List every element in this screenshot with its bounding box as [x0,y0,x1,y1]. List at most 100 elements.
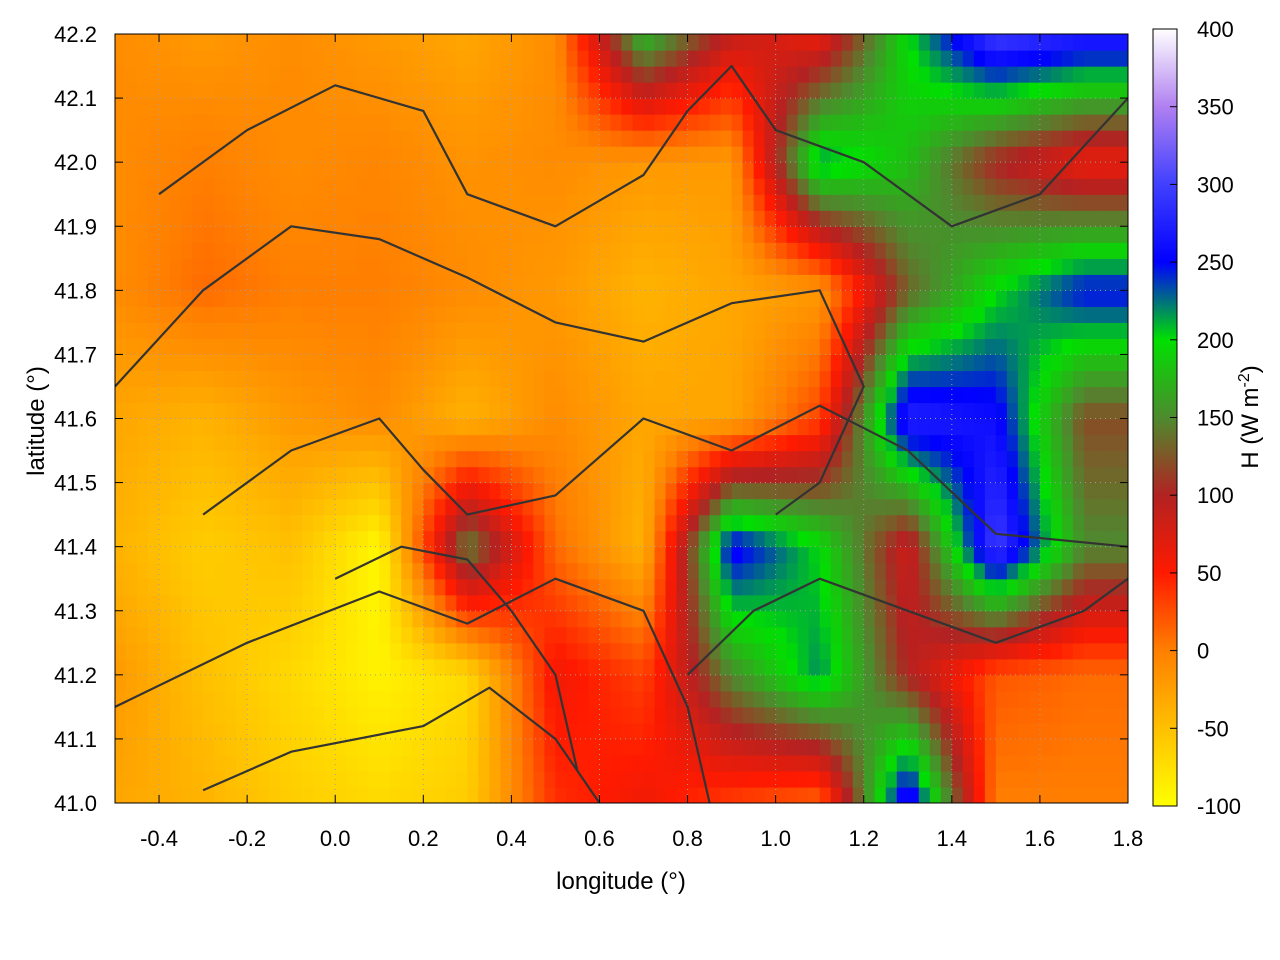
heatmap-cell [1105,626,1118,644]
heatmap-cell [291,82,303,99]
heatmap-cell [533,66,546,83]
heatmap-cell [258,466,270,484]
heatmap-cell [1039,210,1052,227]
heatmap-cell [555,434,568,452]
heatmap-cell [874,578,887,596]
heatmap-cell [478,354,490,372]
heatmap-cell [489,194,501,211]
heatmap-cell [940,418,953,436]
heatmap-cell [478,674,490,692]
heatmap-cell [885,50,898,67]
heatmap-cell [379,242,391,259]
heatmap-cell [852,514,865,532]
heatmap-cell [412,594,424,612]
heatmap-cell [445,482,457,500]
heatmap-cell [1072,242,1085,259]
heatmap-cell [676,466,689,484]
heatmap-cell [665,130,678,147]
heatmap-cell [401,578,413,596]
heatmap-cell [841,754,854,772]
heatmap-cell [423,162,435,179]
heatmap-cell [566,242,579,259]
heatmap-cell [753,418,766,436]
heatmap-cell [929,114,942,131]
heatmap-cell [1039,98,1052,115]
heatmap-cell [676,82,689,99]
heatmap-cell [434,146,446,163]
heatmap-cell [159,242,171,259]
heatmap-cell [874,530,887,548]
heatmap-cell [412,50,424,67]
heatmap-cell [753,610,766,628]
heatmap-cell [1050,450,1063,468]
heatmap-cell [522,658,535,676]
heatmap-cell [203,370,215,388]
heatmap-cell [291,434,303,452]
heatmap-cell [1105,546,1118,564]
heatmap-cell [687,354,700,372]
heatmap-cell [1028,690,1041,708]
heatmap-cell [797,514,810,532]
heatmap-cell [489,386,501,404]
heatmap-cell [995,242,1008,259]
heatmap-cell [434,594,446,612]
heatmap-cell [984,178,997,195]
heatmap-cell [467,210,479,227]
heatmap-cell [1039,242,1052,259]
heatmap-cell [357,642,369,660]
heatmap-cell [962,530,975,548]
heatmap-cell [225,610,237,628]
heatmap-cell [412,274,424,291]
heatmap-cell [511,658,523,676]
heatmap-cell [115,322,127,339]
heatmap-cell [148,130,160,147]
heatmap-cell [720,402,733,420]
heatmap-cell [357,674,369,692]
heatmap-cell [698,146,711,163]
heatmap-cell [412,114,424,131]
heatmap-cell [214,194,226,211]
heatmap-cell [555,98,568,115]
heatmap-cell [808,578,821,596]
heatmap-cell [181,402,193,420]
heatmap-cell [500,130,512,147]
heatmap-cell [698,258,711,275]
heatmap-cell [720,370,733,388]
heatmap-cell [478,418,490,436]
heatmap-cell [280,578,292,596]
heatmap-cell [797,738,810,756]
heatmap-cell [687,466,700,484]
heatmap-cell [181,162,193,179]
heatmap-cell [731,466,744,484]
heatmap-cell [456,626,468,644]
heatmap-cell [280,482,292,500]
heatmap-cell [1028,514,1041,532]
heatmap-cell [148,610,160,628]
heatmap-cell [148,178,160,195]
heatmap-cell [313,690,325,708]
heatmap-cell [588,498,601,516]
heatmap-cell [1083,514,1096,532]
heatmap-cell [632,386,645,404]
heatmap-cell [720,546,733,564]
heatmap-cell [929,98,942,115]
heatmap-cell [786,482,799,500]
heatmap-cell [412,66,424,83]
heatmap-cell [863,114,876,131]
heatmap-cell [995,386,1008,404]
heatmap-cell [808,754,821,772]
heatmap-cell [555,194,568,211]
heatmap-cell [280,450,292,468]
heatmap-cell [1017,642,1030,660]
heatmap-cell [1072,274,1085,291]
heatmap-cell [885,66,898,83]
heatmap-cell [170,242,182,259]
heatmap-cell [841,786,854,803]
heatmap-cell [313,354,325,372]
heatmap-cell [1050,674,1063,692]
heatmap-cell [401,418,413,436]
heatmap-cell [434,418,446,436]
heatmap-cell [291,178,303,195]
heatmap-cell [632,578,645,596]
heatmap-cell [478,434,490,452]
